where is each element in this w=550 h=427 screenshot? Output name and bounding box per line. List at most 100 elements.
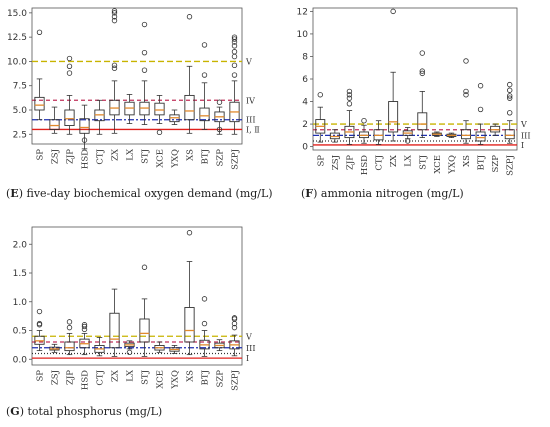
outlier-point [111, 14, 118, 20]
caption-letter: G [10, 405, 20, 418]
outlier-point [231, 53, 238, 60]
box [154, 102, 165, 116]
outlier-point [126, 349, 133, 356]
outlier-point [231, 34, 238, 40]
category-label: XCE [433, 155, 443, 174]
box [49, 119, 60, 130]
category-label: STJ [141, 148, 151, 163]
outlier-point [111, 17, 118, 24]
category-label: BTJ [201, 148, 211, 164]
box [34, 96, 45, 111]
y-tick-label: 7.5 [13, 82, 27, 92]
category-label: BTJ [201, 369, 211, 385]
outlier-point [141, 264, 148, 270]
box [109, 312, 120, 349]
reference-line-label: IV [246, 96, 255, 105]
outlier-point [390, 8, 396, 15]
outlier-point [156, 129, 163, 136]
reference-line-label: III [246, 116, 255, 125]
box [184, 307, 195, 343]
outlier-point [231, 36, 238, 42]
reference-line-label: Ⅰ, Ⅱ [246, 125, 260, 134]
box [64, 109, 75, 126]
outlier-point [463, 58, 469, 64]
outlier-point [111, 10, 118, 16]
category-label: ZSJ [51, 148, 61, 164]
box [139, 318, 150, 343]
outlier-point [346, 88, 353, 95]
reference-line-label: I [246, 354, 249, 363]
outlier-point [66, 324, 73, 331]
category-label: ZSJ [331, 154, 341, 170]
category-label: ZX [111, 148, 121, 161]
outlier-point [231, 324, 238, 331]
category-label: SP [36, 370, 46, 382]
outlier-point [507, 81, 513, 88]
reference-line-label: V [245, 57, 252, 66]
category-label: STJ [418, 154, 428, 169]
caption-letter: F [305, 187, 314, 200]
category-label: SZP [216, 370, 226, 388]
outlier-point [216, 126, 223, 133]
caption-total-phosphorus: (G) total phosphorus (mg/L) [6, 405, 163, 418]
outlier-point [317, 92, 323, 98]
outlier-point [231, 315, 238, 321]
outlier-point [419, 68, 425, 74]
category-label: XS [462, 155, 472, 167]
y-tick-label: 1.5 [13, 269, 27, 279]
outlier-point [81, 322, 88, 328]
outlier-point [36, 320, 43, 327]
outlier-point [66, 55, 73, 62]
outlier-point [231, 43, 238, 49]
outlier-point [186, 14, 193, 20]
box [329, 132, 340, 140]
outlier-point [231, 49, 238, 55]
reference-line-label: V [520, 120, 527, 129]
category-label: CTJ [96, 148, 106, 164]
category-label: ZJP [345, 155, 355, 170]
outlier-point [405, 138, 411, 144]
outlier-point [141, 21, 148, 28]
outlier-point [201, 296, 208, 302]
outlier-point [346, 92, 353, 98]
category-label: ZJP [66, 370, 76, 385]
outlier-point [477, 83, 484, 89]
outlier-point [201, 42, 208, 48]
y-tick-label: 5.0 [13, 106, 28, 116]
reference-line-label: III [521, 131, 530, 140]
box [359, 131, 369, 139]
outlier-point [81, 323, 88, 330]
chart-panel-total-phosphorus: 0.0 0.5 1.0 1.5 2.0 V III I SP ZSJ ZJP HSD CTJ ZX LX ST… [0, 213, 278, 427]
outlier-point [346, 101, 353, 107]
category-label: SZP [491, 155, 501, 173]
box [184, 94, 195, 121]
category-label: CTJ [375, 154, 385, 170]
outlier-point [231, 72, 238, 78]
category-label: LX [126, 148, 136, 161]
outlier-point [36, 29, 43, 35]
category-label: BTJ [477, 154, 487, 170]
category-label: SZPJ [231, 148, 241, 169]
outlier-point [201, 72, 208, 78]
y-tick-label: 2 [302, 120, 308, 130]
category-label: HSD [81, 370, 91, 390]
y-tick-label: 10 [297, 30, 309, 40]
outlier-point [66, 63, 73, 69]
category-label: YXQ [171, 370, 181, 390]
y-tick-label: 0.0 [13, 355, 28, 365]
outlier-point [111, 8, 118, 14]
category-label: YXQ [171, 149, 181, 169]
outlier-point [419, 50, 425, 56]
y-tick-label: 6 [302, 75, 308, 85]
category-label: LX [126, 369, 136, 382]
caption-text: total phosphorus (mg/L) [27, 405, 163, 418]
category-label: SZP [216, 149, 226, 167]
category-label: ZJP [66, 149, 76, 164]
outlier-point [507, 110, 513, 116]
box [475, 131, 486, 142]
chart-panel-bod5: 2.5 5.0 7.5 10.0 12.5 15.0 V IV III Ⅰ, Ⅱ SP ZSJ ZJP H… [0, 0, 278, 210]
category-label: HSD [81, 149, 91, 169]
outlier-point [346, 95, 353, 101]
outlier-point [141, 67, 148, 73]
